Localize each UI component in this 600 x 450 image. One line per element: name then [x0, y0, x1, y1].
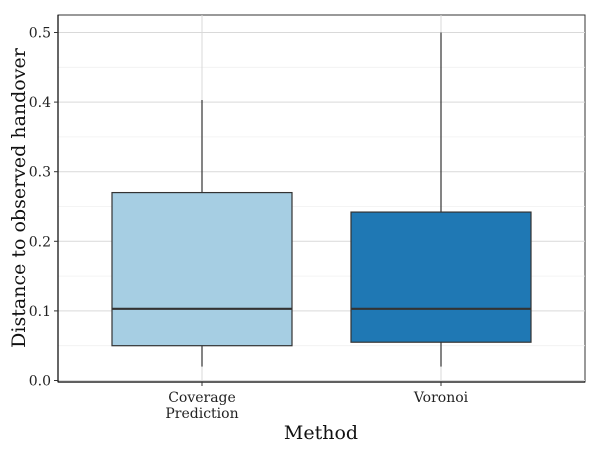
y-tick-label: 0.2	[29, 234, 51, 250]
y-tick-labels: 0.0 0.1 0.2 0.3 0.4 0.5	[29, 26, 58, 390]
y-axis-title: Distance to observed handover	[8, 47, 30, 348]
x-axis-title: Method	[284, 422, 358, 444]
y-tick-label: 0.5	[29, 26, 51, 42]
box-body	[350, 211, 532, 343]
boxes-layer	[111, 32, 532, 367]
x-tick-label: Coverage	[168, 390, 236, 406]
x-tick-label: Voronoi	[413, 390, 469, 406]
y-tick-label: 0.3	[29, 165, 51, 181]
box-1	[111, 100, 293, 367]
y-tick-label: 0.0	[29, 374, 51, 390]
axes-layer	[57, 15, 585, 383]
y-tick-label: 0.1	[29, 304, 51, 320]
x-tick-label: Prediction	[165, 406, 238, 422]
y-tick-label: 0.4	[29, 95, 51, 111]
box-2	[350, 32, 532, 367]
box-body	[111, 191, 293, 347]
